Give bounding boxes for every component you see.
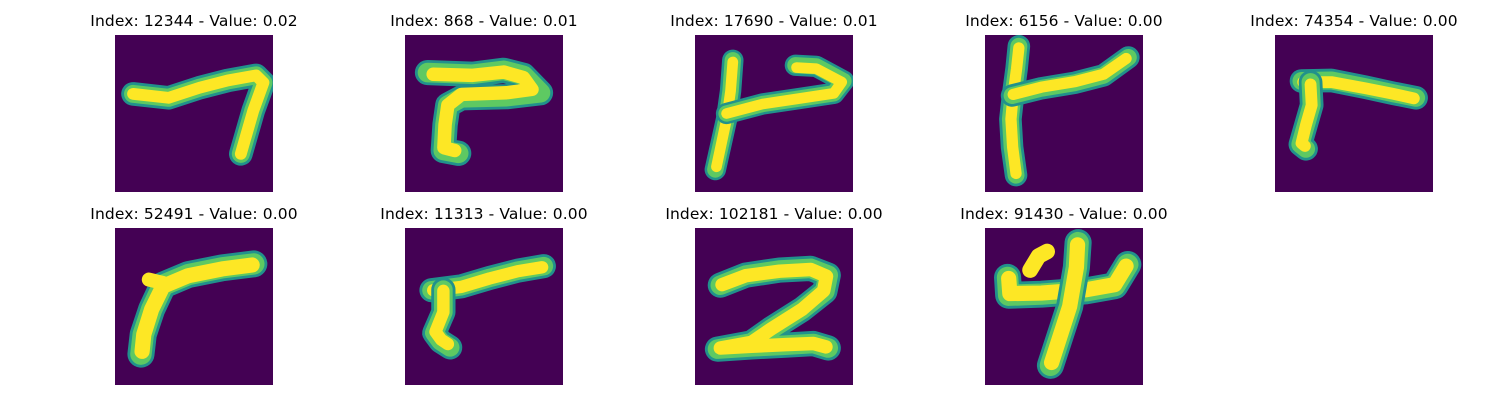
- digit-heatmap: [985, 228, 1143, 385]
- digit-image: [405, 35, 563, 192]
- sample-panel-6: Index: 52491 - Value: 0.00: [49, 193, 339, 383]
- digit-image: [985, 35, 1143, 192]
- digit-heatmap: [405, 35, 563, 192]
- digit-image: [405, 228, 563, 385]
- sample-panel-1: Index: 12344 - Value: 0.02: [49, 0, 339, 190]
- digit-image: [695, 35, 853, 192]
- sample-title: Index: 74354 - Value: 0.00: [1209, 12, 1499, 30]
- digit-image: [115, 228, 273, 385]
- sample-panel-9: Index: 91430 - Value: 0.00: [919, 193, 1209, 383]
- sample-title: Index: 11313 - Value: 0.00: [339, 205, 629, 223]
- digit-heatmap: [115, 35, 273, 192]
- sample-title: Index: 12344 - Value: 0.02: [49, 12, 339, 30]
- sample-panel-2: Index: 868 - Value: 0.01: [339, 0, 629, 190]
- digit-heatmap: [695, 35, 853, 192]
- sample-title: Index: 91430 - Value: 0.00: [919, 205, 1209, 223]
- digit-heatmap: [405, 228, 563, 385]
- sample-panel-3: Index: 17690 - Value: 0.01: [629, 0, 919, 190]
- sample-title: Index: 52491 - Value: 0.00: [49, 205, 339, 223]
- digit-heatmap: [695, 228, 853, 385]
- sample-title: Index: 17690 - Value: 0.01: [629, 12, 919, 30]
- digit-image: [115, 35, 273, 192]
- digit-image: [1275, 35, 1433, 192]
- digit-image: [985, 228, 1143, 385]
- sample-title: Index: 868 - Value: 0.01: [339, 12, 629, 30]
- sample-title: Index: 102181 - Value: 0.00: [629, 205, 919, 223]
- sample-panel-5: Index: 74354 - Value: 0.00: [1209, 0, 1499, 190]
- sample-panel-7: Index: 11313 - Value: 0.00: [339, 193, 629, 383]
- digit-image: [695, 228, 853, 385]
- digit-heatmap: [1275, 35, 1433, 192]
- digit-heatmap: [985, 35, 1143, 192]
- sample-panel-4: Index: 6156 - Value: 0.00: [919, 0, 1209, 190]
- digit-heatmap: [115, 228, 273, 385]
- sample-title: Index: 6156 - Value: 0.00: [919, 12, 1209, 30]
- sample-panel-8: Index: 102181 - Value: 0.00: [629, 193, 919, 383]
